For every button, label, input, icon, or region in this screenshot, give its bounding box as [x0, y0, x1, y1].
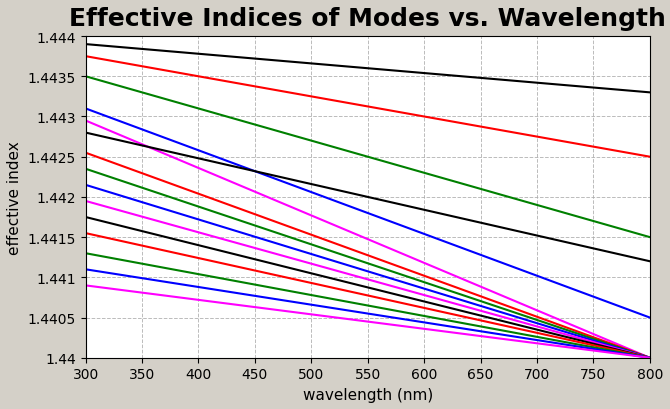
Y-axis label: effective index: effective index: [7, 141, 22, 254]
X-axis label: wavelength (nm): wavelength (nm): [303, 387, 433, 402]
Title: Effective Indices of Modes vs. Wavelength: Effective Indices of Modes vs. Wavelengt…: [69, 7, 666, 31]
